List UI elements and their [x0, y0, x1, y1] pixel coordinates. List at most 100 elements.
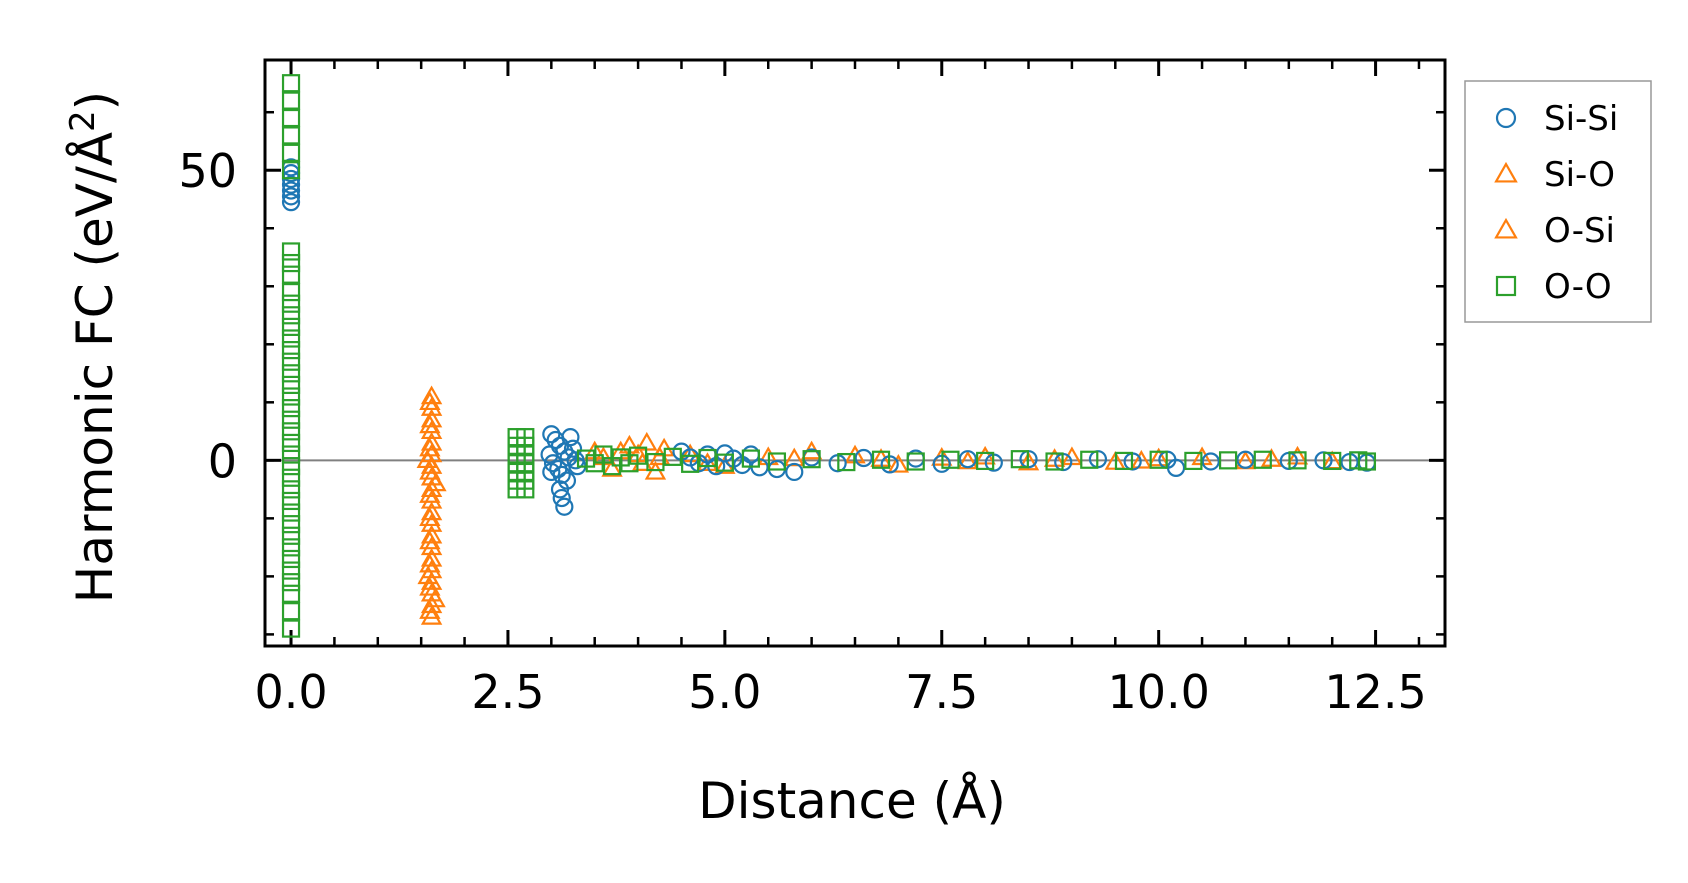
data-point	[281, 193, 301, 212]
data-point	[281, 457, 301, 476]
legend-label: Si-O	[1544, 155, 1615, 195]
data-point	[542, 425, 561, 444]
data-point	[419, 437, 441, 457]
data-point	[281, 143, 301, 162]
data-point	[419, 414, 441, 434]
data-point	[424, 588, 446, 608]
data-point	[783, 447, 805, 467]
data-point	[420, 524, 443, 544]
data-point	[906, 452, 925, 471]
data-point	[555, 497, 574, 516]
x-tick-label: 5.0	[688, 665, 761, 719]
data-point	[1010, 450, 1029, 469]
data-point	[785, 462, 804, 482]
data-point	[281, 352, 301, 371]
data-point	[420, 489, 443, 509]
series-o-o	[281, 74, 1377, 638]
data-point	[1114, 451, 1134, 471]
data-point	[628, 446, 648, 465]
data-point	[854, 448, 873, 468]
x-tick-label: 0.0	[254, 665, 327, 719]
data-point	[419, 391, 441, 411]
legend: Si-Si Si-O O-Si O-O	[1464, 80, 1652, 323]
legend-marker	[1494, 217, 1518, 239]
y-axis-label-main: Harmonic FC (eV/Å	[66, 132, 124, 603]
legend-marker	[1495, 107, 1517, 129]
data-point	[281, 602, 301, 621]
data-point	[887, 453, 910, 473]
legend-label: Si-Si	[1544, 99, 1618, 139]
data-point	[419, 507, 441, 527]
data-point	[741, 449, 760, 468]
legend-marker	[1494, 161, 1518, 183]
data-point	[767, 452, 787, 471]
data-point	[1236, 450, 1255, 469]
data-point	[281, 491, 301, 511]
data-point	[281, 619, 301, 638]
data-point	[420, 408, 443, 428]
data-point	[1184, 451, 1203, 471]
data-point	[1323, 451, 1342, 471]
data-point	[561, 428, 580, 447]
tick-labels: 0.0 2.5 5.0 7.5 10.0 12.5 0 50	[178, 144, 1426, 719]
data-point	[698, 448, 717, 468]
data-point	[281, 538, 301, 557]
data-point	[281, 161, 301, 180]
data-point	[550, 480, 570, 499]
data-point	[420, 536, 443, 556]
data-point	[1166, 458, 1186, 477]
data-point	[419, 600, 441, 619]
data-point	[281, 306, 301, 325]
data-point	[281, 317, 301, 336]
data-point	[281, 329, 301, 348]
data-point	[1045, 452, 1064, 471]
data-point	[281, 584, 301, 603]
data-point	[420, 397, 443, 416]
y-tick-label: 50	[178, 144, 237, 198]
data-point	[540, 445, 559, 464]
data-point	[1080, 450, 1099, 469]
data-point	[281, 265, 301, 284]
data-point	[871, 450, 891, 469]
data-point	[1017, 451, 1040, 471]
data-point	[281, 340, 301, 360]
data-point	[419, 576, 441, 596]
data-point	[552, 488, 571, 508]
data-point	[281, 181, 301, 200]
data-point	[281, 561, 301, 580]
data-point	[281, 175, 301, 194]
data-point	[837, 452, 856, 472]
data-point	[419, 484, 441, 503]
data-point	[1043, 448, 1066, 467]
data-point	[281, 526, 301, 545]
data-point	[281, 387, 301, 406]
data-point	[715, 444, 734, 463]
legend-label: O-Si	[1544, 211, 1615, 251]
data-point	[1357, 452, 1377, 471]
data-point	[281, 468, 301, 487]
data-point	[281, 445, 301, 464]
data-point	[681, 454, 700, 473]
data-point	[1201, 452, 1220, 471]
data-point	[542, 462, 561, 482]
data-point	[552, 465, 571, 484]
data-point	[419, 460, 441, 480]
data-point	[281, 242, 301, 261]
data-point	[281, 108, 301, 128]
data-point	[281, 549, 301, 569]
data-point	[1149, 450, 1168, 469]
data-point	[420, 431, 443, 451]
x-axis-label: Distance (Å)	[698, 772, 1006, 830]
legend-label: O-O	[1544, 267, 1612, 307]
data-point	[543, 454, 563, 473]
data-point	[663, 447, 682, 466]
data-point	[281, 433, 301, 453]
data-point	[281, 399, 301, 418]
y-axis-label: Harmonic FC (eV/Å2)	[63, 91, 124, 603]
data-points	[281, 74, 1377, 638]
data-point	[281, 91, 301, 110]
data-point	[516, 480, 535, 499]
data-point	[1288, 451, 1307, 470]
data-point	[1253, 450, 1272, 469]
